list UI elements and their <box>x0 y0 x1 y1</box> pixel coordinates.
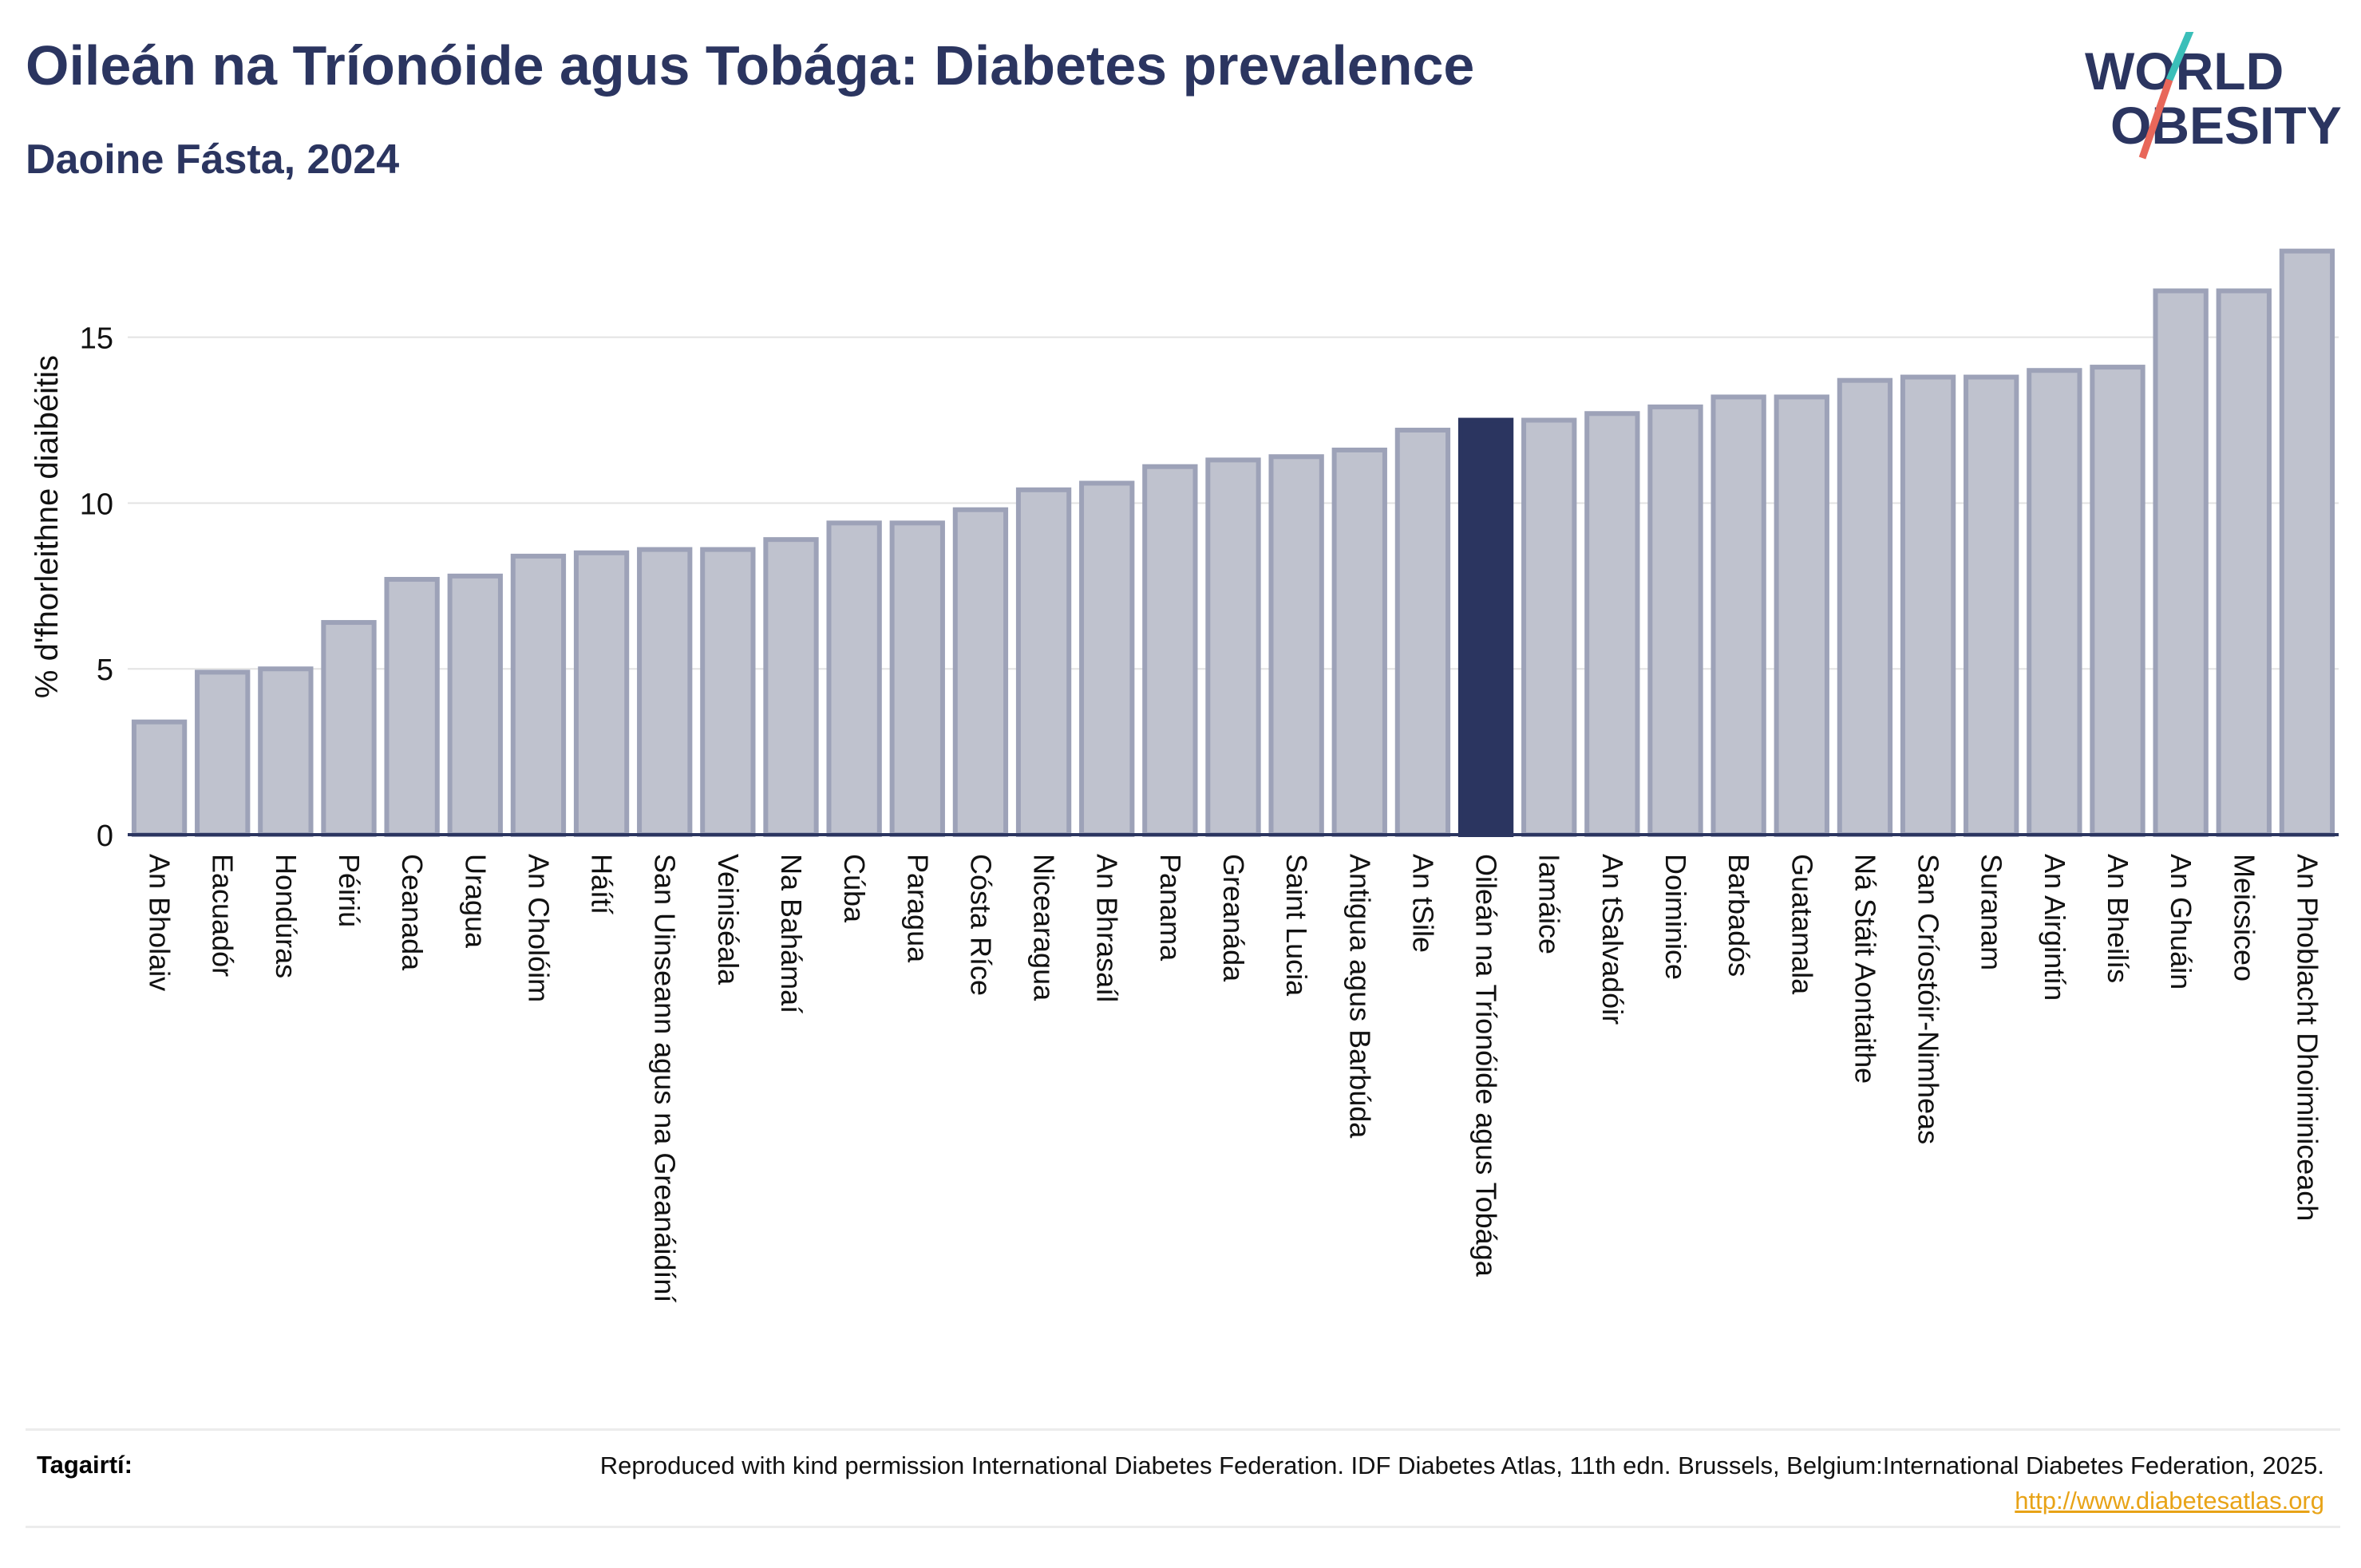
bar[interactable] <box>384 577 440 837</box>
x-tick-label: An tSalvadóir <box>1596 854 1629 1025</box>
x-tick-label: Oileán na Tríonóide agus Tobága <box>1470 854 1503 1278</box>
y-tick-label: 5 <box>97 654 113 687</box>
references-body: Reproduced with kind permission Internat… <box>599 1451 2324 1479</box>
bar-highlighted[interactable] <box>1457 417 1514 837</box>
x-tick-label: Guatamala <box>1786 854 1818 995</box>
x-tick-label: Panama <box>1154 854 1187 962</box>
bar[interactable] <box>2216 288 2272 837</box>
world-obesity-logo: WORLD OBESITY <box>2085 32 2342 160</box>
x-tick-label: Na Bahámaí <box>775 854 808 1013</box>
x-tick-label: Doiminice <box>1659 854 1692 980</box>
references-label: Tagairtí: <box>37 1451 132 1479</box>
x-tick-label: An Phoblacht Dhoiminiceach <box>2291 854 2323 1221</box>
bar[interactable] <box>1521 417 1577 837</box>
bar[interactable] <box>1647 404 1703 837</box>
bar[interactable] <box>1142 464 1198 837</box>
x-tick-label: Cúba <box>838 854 871 923</box>
x-tick-label: Ceanada <box>396 854 429 971</box>
references-link[interactable]: http://www.diabetesatlas.org <box>2015 1487 2324 1515</box>
x-tick-label: Háítí <box>586 854 619 914</box>
chart-title: Oileán na Tríonóide agus Tobága: Diabete… <box>26 34 1475 97</box>
bar[interactable] <box>2279 248 2335 838</box>
x-tick-label: An Bholaiv <box>144 854 176 991</box>
bar[interactable] <box>1268 454 1324 837</box>
bar[interactable] <box>1394 428 1451 837</box>
bar[interactable] <box>573 550 630 837</box>
x-tick-label: Péiriú <box>333 854 366 927</box>
x-tick-label: Iamáice <box>1533 854 1566 954</box>
x-tick-label: Eacuadór <box>207 854 239 977</box>
bar[interactable] <box>258 666 314 837</box>
bar[interactable] <box>826 520 882 838</box>
bar[interactable] <box>763 537 819 838</box>
x-tick-label: An Airgintín <box>2039 854 2071 1001</box>
x-tick-label: San Críostóir-Nimheas <box>1912 854 1945 1144</box>
x-tick-label: Meicsiceo <box>2228 854 2260 981</box>
bar[interactable] <box>1710 394 1766 837</box>
references-text: Reproduced with kind permission Internat… <box>568 1448 2324 1519</box>
bar[interactable] <box>1205 457 1261 838</box>
y-axis-label: % d'fhorleithne diaibéitis <box>30 355 65 698</box>
bar[interactable] <box>1584 411 1640 837</box>
footer-divider-bottom <box>26 1526 2340 1528</box>
x-tick-label: Greanáda <box>1217 854 1250 982</box>
bar-chart: 0 5 10 15 An Bholaiv Eacuadór Hondúras Péiriú Ce… <box>30 248 2339 1303</box>
x-tick-label: An tSile <box>1406 854 1439 953</box>
bars <box>131 248 2335 838</box>
bar[interactable] <box>1837 377 1893 837</box>
x-tick-label: Paragua <box>901 854 934 963</box>
bar[interactable] <box>1015 487 1072 837</box>
x-tick-label: Saint Lucia <box>1280 854 1313 997</box>
x-tick-label: Veiniséala <box>712 854 745 985</box>
x-tick-label: Antigua agus Barbúda <box>1343 854 1376 1139</box>
x-tick-label: Barbadós <box>1722 854 1755 977</box>
x-tick-label: Cósta Ríce <box>964 854 997 996</box>
bar[interactable] <box>1774 394 1829 837</box>
bar[interactable] <box>131 719 188 838</box>
x-tick-label: An Bhrasaíl <box>1091 854 1124 1002</box>
tick-labels: 0 5 10 15 An Bholaiv Eacuadór Hondúras Péiriú Ce… <box>80 322 2324 1303</box>
bar[interactable] <box>510 553 567 838</box>
bar[interactable] <box>952 507 1009 837</box>
x-tick-label: Uragua <box>459 854 492 949</box>
y-tick-label: 10 <box>80 488 113 521</box>
x-tick-label: Nicearagua <box>1028 854 1061 1001</box>
x-tick-label: Suranam <box>1975 854 2008 970</box>
bar[interactable] <box>1331 447 1387 837</box>
x-tick-label: Ná Stáit Aontaithe <box>1849 854 1881 1084</box>
bar[interactable] <box>2027 368 2082 837</box>
footer-divider-top <box>26 1428 2340 1431</box>
x-tick-label: An Cholóim <box>522 854 555 1002</box>
bar[interactable] <box>700 547 756 837</box>
x-tick-label: Hondúras <box>270 854 303 978</box>
bar[interactable] <box>447 573 503 837</box>
bar[interactable] <box>1964 374 2019 837</box>
bar[interactable] <box>1900 374 1956 837</box>
bar[interactable] <box>889 520 945 838</box>
x-tick-label: An Bheilís <box>2102 854 2134 983</box>
bar[interactable] <box>1079 480 1135 837</box>
bar[interactable] <box>195 669 251 838</box>
y-tick-label: 0 <box>97 820 113 853</box>
chart-subtitle: Daoine Fásta, 2024 <box>26 136 400 183</box>
bar[interactable] <box>637 547 693 837</box>
bar[interactable] <box>2090 365 2145 838</box>
bar[interactable] <box>321 620 377 837</box>
y-tick-label: 15 <box>80 322 113 356</box>
bar[interactable] <box>2153 288 2209 837</box>
x-tick-label: An Ghuáin <box>2165 854 2197 989</box>
x-tick-label: San Uinseann agus na Greanáidíní <box>649 854 682 1302</box>
